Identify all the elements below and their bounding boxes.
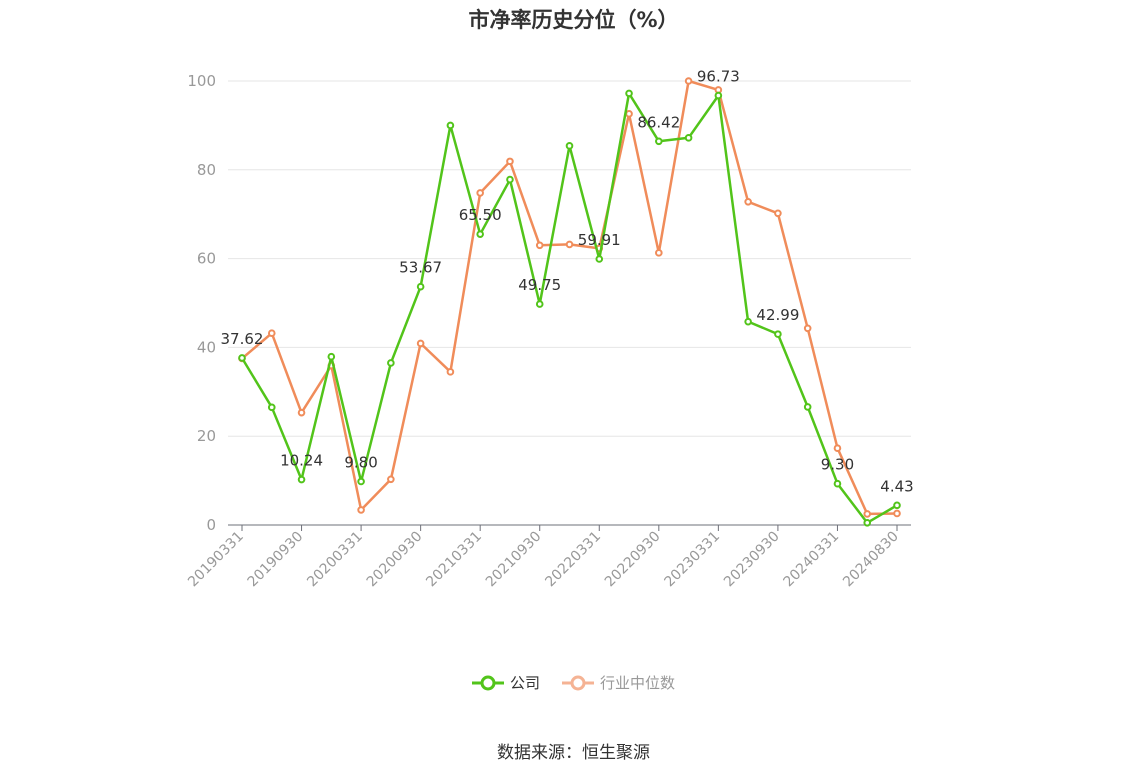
point-industry bbox=[744, 197, 752, 206]
point-company bbox=[803, 403, 812, 411]
y-tick-label: 80 bbox=[197, 161, 216, 179]
chart-title: 市净率历史分位（%） bbox=[468, 8, 679, 32]
data-label: 37.62 bbox=[221, 330, 264, 348]
point-industry bbox=[357, 506, 365, 514]
point-company bbox=[565, 142, 574, 150]
y-tick-label: 40 bbox=[197, 338, 216, 356]
legend-industry-icon bbox=[562, 675, 594, 690]
series-layer bbox=[238, 77, 901, 527]
legend-item-company[interactable]: 公司 bbox=[471, 672, 540, 693]
data-label: 53.67 bbox=[399, 259, 442, 277]
point-company bbox=[357, 477, 365, 486]
point-company bbox=[744, 317, 752, 326]
data-label-layer: 37.62 10.24 9.80 53.67 65.50 49.75 59.91 86.42 9… bbox=[221, 68, 914, 496]
x-tick-label: 20230331 bbox=[661, 529, 723, 591]
x-tick-label: 20220930 bbox=[602, 529, 664, 591]
point-company bbox=[506, 175, 514, 184]
legend-industry-label: 行业中位数 bbox=[600, 674, 676, 692]
legend-company-label: 公司 bbox=[509, 674, 540, 692]
point-company bbox=[833, 479, 842, 488]
x-tick-label: 20200930 bbox=[364, 529, 426, 591]
point-industry bbox=[387, 475, 395, 484]
data-label: 4.43 bbox=[880, 477, 913, 495]
data-label: 49.75 bbox=[518, 276, 561, 294]
y-tick-label: 100 bbox=[187, 72, 216, 90]
x-tick-label: 20240830 bbox=[840, 529, 902, 591]
y-tick-label: 60 bbox=[197, 250, 216, 268]
point-industry bbox=[833, 444, 842, 452]
grid-layer bbox=[228, 80, 911, 437]
data-label: 42.99 bbox=[756, 306, 799, 324]
x-tick-label: 20190331 bbox=[185, 529, 247, 591]
x-tick-label: 20190930 bbox=[245, 529, 307, 591]
point-company bbox=[893, 501, 901, 510]
point-company bbox=[476, 230, 484, 238]
point-company bbox=[684, 134, 693, 142]
point-industry bbox=[446, 368, 455, 376]
y-tick-label: 0 bbox=[206, 516, 216, 534]
point-company bbox=[595, 255, 604, 263]
point-industry bbox=[297, 408, 306, 417]
point-company bbox=[446, 121, 455, 130]
axis-layer: 0 20 40 60 80 100 2019033120190930202003312020… bbox=[185, 72, 911, 590]
x-tick-label: 20220331 bbox=[542, 529, 604, 591]
data-label: 65.50 bbox=[459, 206, 502, 224]
point-industry bbox=[267, 329, 276, 337]
point-company bbox=[238, 354, 246, 362]
data-label: 86.42 bbox=[637, 113, 680, 131]
data-label: 96.73 bbox=[697, 68, 740, 86]
point-company bbox=[774, 330, 782, 338]
point-industry bbox=[476, 189, 484, 197]
legend: 公司 行业中位数 bbox=[0, 672, 1147, 693]
point-company bbox=[625, 89, 633, 98]
x-tick-label: 20210930 bbox=[483, 529, 545, 591]
point-industry bbox=[625, 110, 633, 118]
point-company bbox=[863, 518, 872, 527]
point-industry bbox=[416, 339, 425, 348]
data-label: 59.91 bbox=[578, 231, 621, 249]
data-label: 9.30 bbox=[821, 456, 854, 474]
point-company bbox=[387, 359, 395, 367]
point-company bbox=[267, 403, 276, 412]
data-source: 数据来源：恒生聚源 bbox=[497, 743, 650, 763]
point-company bbox=[327, 352, 336, 361]
point-industry bbox=[655, 249, 663, 257]
point-industry bbox=[565, 240, 574, 249]
x-tick-label: 20200331 bbox=[304, 529, 366, 591]
line-chart: 0 20 40 60 80 100 2019033120190930202003312020… bbox=[185, 68, 914, 591]
legend-company-icon bbox=[471, 675, 504, 690]
point-company bbox=[416, 282, 425, 291]
y-tick-label: 20 bbox=[197, 427, 216, 445]
point-industry bbox=[863, 510, 872, 518]
point-company bbox=[297, 475, 306, 484]
x-tick-label: 20230930 bbox=[721, 529, 783, 591]
point-industry bbox=[803, 324, 812, 333]
point-industry bbox=[506, 157, 514, 166]
point-industry bbox=[535, 241, 544, 250]
point-company bbox=[655, 137, 663, 146]
point-industry bbox=[893, 509, 901, 518]
point-industry bbox=[684, 77, 693, 85]
point-company bbox=[714, 91, 723, 100]
x-tick-label: 20210331 bbox=[423, 529, 485, 591]
point-company bbox=[535, 300, 544, 308]
data-label: 9.80 bbox=[344, 453, 377, 471]
data-label: 10.24 bbox=[280, 452, 323, 470]
point-industry bbox=[774, 209, 782, 218]
legend-item-industry[interactable]: 行业中位数 bbox=[562, 672, 675, 693]
x-tick-label: 20240331 bbox=[781, 529, 843, 591]
